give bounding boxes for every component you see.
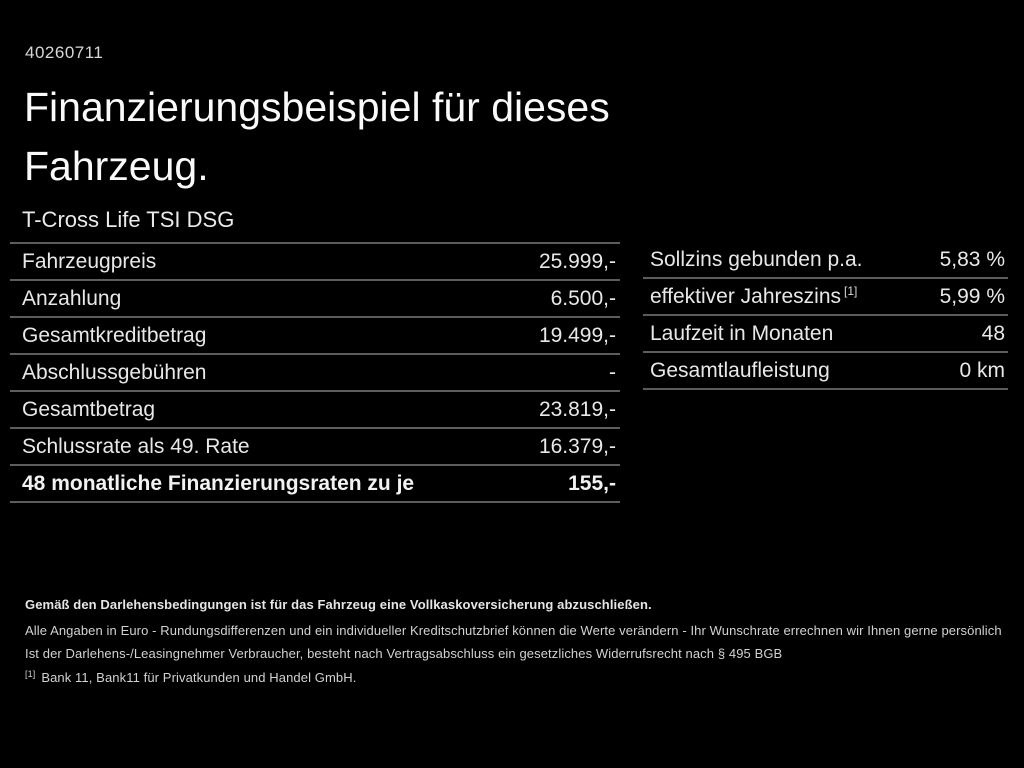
row-value: 25.999,- [538,249,616,273]
insurance-note: Gemäß den Darlehensbedingungen ist für d… [25,597,652,612]
row-value: 48 [981,321,1005,345]
finance-table: Fahrzeugpreis 25.999,- Anzahlung 6.500,-… [10,242,620,503]
conditions-table: Sollzins gebunden p.a. 5,83 % effektiver… [643,242,1008,390]
row-value: 23.819,- [538,397,616,421]
row-value: 5,99 % [939,284,1005,308]
row-label-text: Gesamtlaufleistung [650,358,830,382]
table-row: Fahrzeugpreis 25.999,- [10,244,620,281]
row-value: 19.499,- [538,323,616,347]
table-row: Schlussrate als 49. Rate 16.379,- [10,429,620,466]
row-label: Abschlussgebühren [22,360,207,384]
document-id: 40260711 [25,43,104,62]
row-value: 0 km [959,358,1005,382]
row-label: Fahrzeugpreis [22,249,157,273]
table-row: Abschlussgebühren - [10,355,620,392]
row-label: effektiver Jahreszins [1] [650,285,857,309]
page-title-line2: Fahrzeug. [24,143,209,189]
row-label: Anzahlung [22,286,122,310]
table-row: Anzahlung 6.500,- [10,281,620,318]
row-value: 5,83 % [939,247,1005,271]
disclaimer-line-2: Ist der Darlehens-/Leasingnehmer Verbrau… [25,646,783,661]
row-label-text: Laufzeit in Monaten [650,321,834,345]
table-row: Gesamtlaufleistung 0 km [643,353,1008,390]
row-label: Sollzins gebunden p.a. [650,248,866,272]
row-value: - [609,360,616,384]
footnote-marker: [1] [25,668,36,679]
vehicle-model: T-Cross Life TSI DSG [22,207,235,232]
table-row-monthly-rate: 48 monatliche Finanzierungsraten zu je 1… [10,466,620,503]
row-label: Gesamtbetrag [22,397,156,421]
page-title-line1: Finanzierungsbeispiel für dieses [24,84,610,130]
bank-footnote: [1] Bank 11, Bank11 für Privatkunden und … [25,668,357,685]
row-label-text: Sollzins gebunden p.a. [650,247,863,271]
row-value: 155,- [568,471,616,495]
table-row: effektiver Jahreszins [1] 5,99 % [643,279,1008,316]
row-value: 6.500,- [550,286,616,310]
row-label: Gesamtlaufleistung [650,359,833,383]
table-row: Gesamtbetrag 23.819,- [10,392,620,429]
row-value: 16.379,- [538,434,616,458]
row-label: Laufzeit in Monaten [650,322,836,346]
row-label: Schlussrate als 49. Rate [22,434,250,458]
disclaimer-line-1: Alle Angaben in Euro - Rundungsdifferenz… [25,623,1002,638]
table-row: Gesamtkreditbetrag 19.499,- [10,318,620,355]
table-row: Sollzins gebunden p.a. 5,83 % [643,242,1008,279]
table-row: Laufzeit in Monaten 48 [643,316,1008,353]
row-label: 48 monatliche Finanzierungsraten zu je [22,471,415,495]
footnote-ref: [1] [844,283,858,298]
row-label-text: effektiver Jahreszins [650,284,842,308]
bank-footnote-text: Bank 11, Bank11 für Privatkunden und Han… [41,670,357,685]
page-title: Finanzierungsbeispiel für dieses Fahrzeu… [24,78,610,196]
row-label: Gesamtkreditbetrag [22,323,207,347]
